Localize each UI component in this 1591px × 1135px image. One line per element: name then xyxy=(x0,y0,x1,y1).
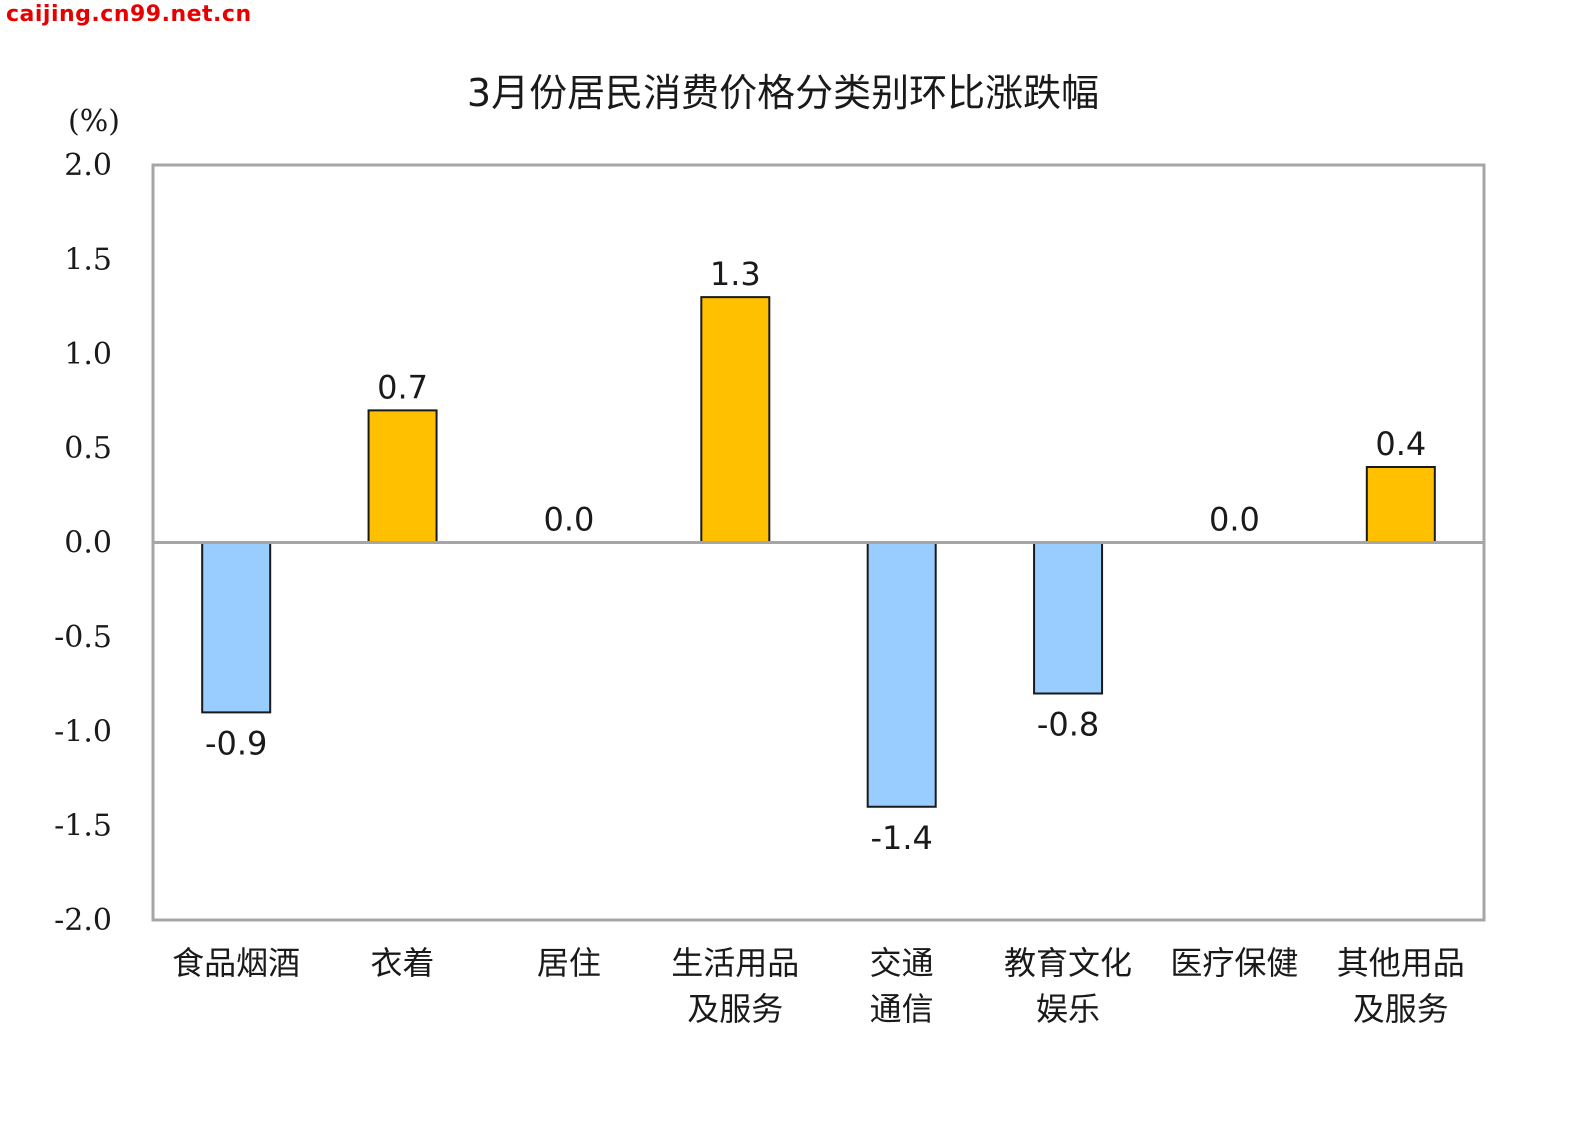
y-tick-label: 1.5 xyxy=(64,242,112,277)
bar xyxy=(1365,466,1436,544)
chart-title: 3月份居民消费价格分类别环比涨跌幅 xyxy=(467,71,1099,115)
bar xyxy=(866,541,937,808)
y-tick-label: 0.5 xyxy=(64,431,112,466)
bar xyxy=(201,541,272,714)
y-tick-label: -1.5 xyxy=(54,809,112,844)
category-label: 娱乐 xyxy=(1036,990,1100,1028)
category-label: 教育文化 xyxy=(1004,944,1132,982)
category-label: 居住 xyxy=(537,944,601,982)
value-label: 0.7 xyxy=(377,368,428,406)
y-tick-label: -0.5 xyxy=(54,620,112,655)
category-label: 医疗保健 xyxy=(1170,944,1298,982)
category-label: 及服务 xyxy=(687,990,783,1028)
category-label: 交通 xyxy=(870,944,934,982)
y-tick-label: -2.0 xyxy=(54,903,112,938)
y-tick-label: 1.0 xyxy=(64,337,112,372)
value-label: 0.0 xyxy=(543,501,594,539)
value-label: -1.4 xyxy=(870,819,932,857)
category-label: 其他用品 xyxy=(1337,944,1465,982)
y-axis-ticks: 2.0 1.5 1.0 0.5 0.0 -0.5 -1.0 -1.5 -2.0 xyxy=(54,148,112,938)
value-label: -0.8 xyxy=(1037,706,1099,744)
y-axis-unit-label: (%) xyxy=(68,104,120,139)
value-label: -0.9 xyxy=(205,724,267,762)
bars xyxy=(201,296,1436,808)
category-label: 生活用品 xyxy=(671,944,799,982)
bar xyxy=(1033,541,1104,695)
value-label: 1.3 xyxy=(710,255,761,293)
bar xyxy=(367,409,438,544)
category-label: 食品烟酒 xyxy=(172,944,300,982)
bar xyxy=(700,296,771,544)
category-label: 衣着 xyxy=(371,944,435,982)
value-label: 0.4 xyxy=(1375,425,1426,463)
value-labels: -0.9 0.7 0.0 1.3 -1.4 -0.8 0.0 0.4 xyxy=(205,255,1426,857)
value-label: 0.0 xyxy=(1209,501,1260,539)
y-tick-label: 2.0 xyxy=(64,148,112,183)
category-label: 及服务 xyxy=(1353,990,1449,1028)
y-tick-label: -1.0 xyxy=(54,714,112,749)
y-tick-label: 0.0 xyxy=(64,526,112,561)
watermark: caijing.cn99.net.cn xyxy=(6,2,252,27)
category-label: 通信 xyxy=(870,990,934,1028)
